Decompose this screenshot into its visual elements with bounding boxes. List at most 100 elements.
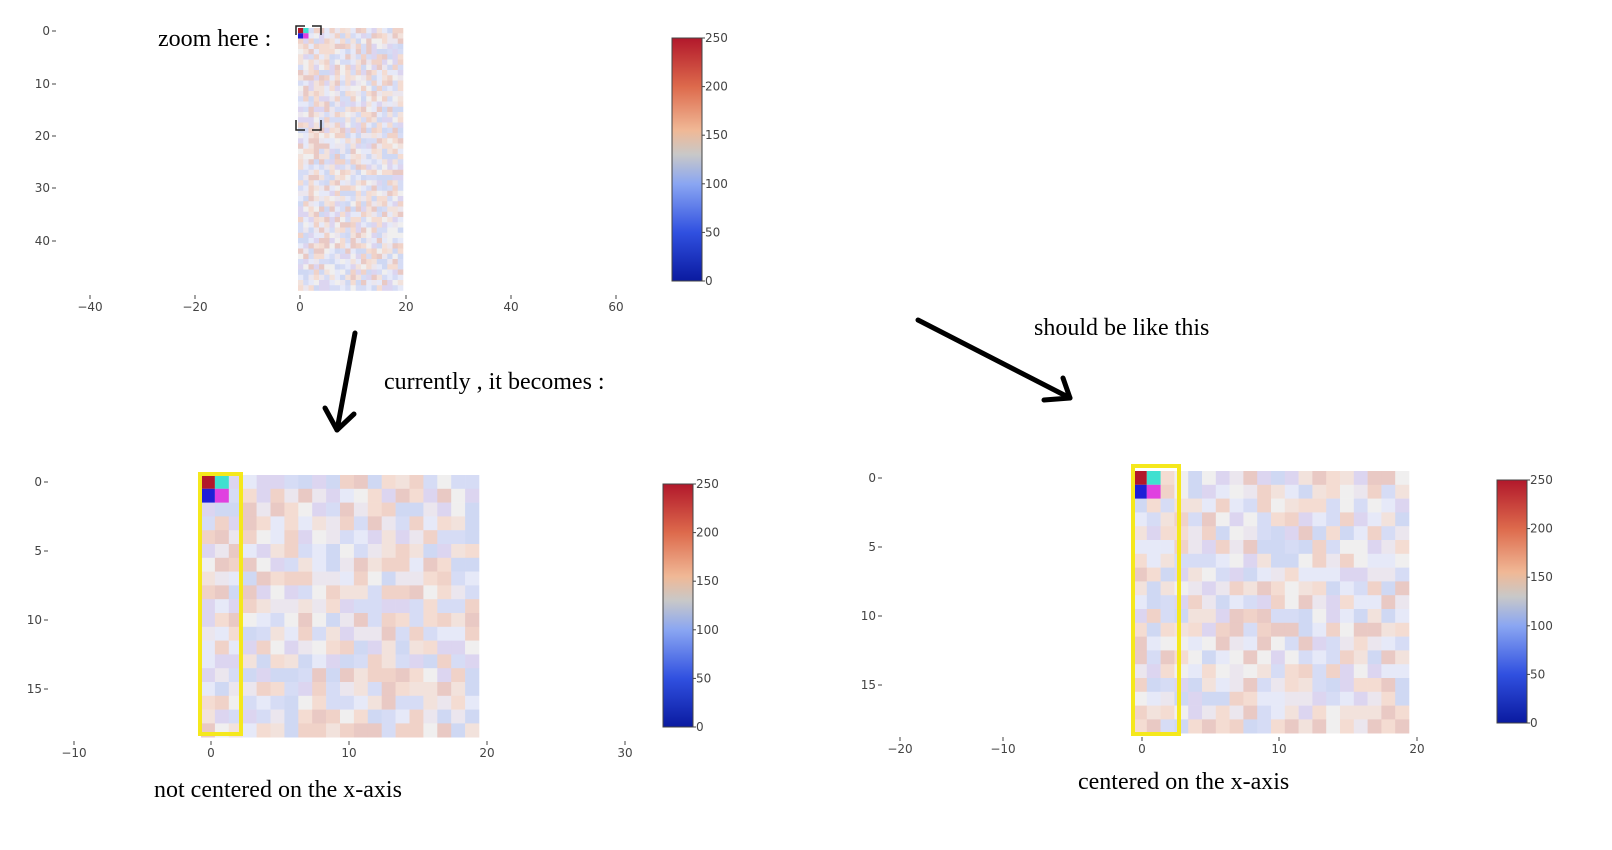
heatmap-cell	[387, 196, 393, 202]
heatmap-cell	[1160, 650, 1175, 665]
heatmap-cell	[1215, 650, 1230, 665]
heatmap-cell	[284, 682, 299, 697]
heatmap-cell	[1381, 526, 1396, 541]
heatmap-cell	[308, 190, 315, 197]
heatmap-cell	[1284, 719, 1299, 734]
heatmap-cell	[308, 269, 315, 276]
x-tick-label: 60	[608, 300, 623, 314]
heatmap-cell	[361, 112, 367, 118]
heatmap-cell	[382, 143, 388, 150]
heatmap-cell	[303, 190, 309, 197]
heatmap-cell	[1340, 581, 1355, 596]
heatmap-cell	[437, 599, 452, 614]
heatmap-cell	[1160, 484, 1175, 499]
heatmap-cell	[1395, 498, 1410, 513]
heatmap-cell	[367, 613, 382, 628]
heatmap-cell	[361, 227, 367, 234]
heatmap-cell	[397, 269, 404, 276]
heatmap-cell	[326, 530, 341, 545]
heatmap-cell	[1202, 540, 1217, 555]
heatmap-cell	[397, 101, 404, 108]
heatmap-cell	[313, 43, 320, 50]
heatmap-cell	[1326, 553, 1341, 568]
heatmap-cell	[1381, 664, 1396, 679]
heatmap-cell	[361, 243, 367, 249]
heatmap-cell	[382, 238, 388, 244]
heatmap-cell	[382, 259, 388, 265]
heatmap-cell	[376, 54, 383, 60]
heatmap-cell	[371, 122, 378, 129]
highlight-cell	[1133, 484, 1147, 499]
heatmap-cell	[256, 599, 271, 614]
heatmap-cell	[409, 626, 424, 641]
heatmap-cell	[1229, 705, 1244, 720]
heatmap-cell	[329, 206, 336, 213]
heatmap-cell	[376, 64, 383, 71]
heatmap-cell	[395, 654, 410, 669]
heatmap-cell	[329, 106, 336, 113]
heatmap-cell	[397, 85, 404, 92]
heatmap-cell	[366, 106, 372, 113]
heatmap-cell	[1243, 540, 1258, 555]
heatmap-cell	[371, 285, 378, 291]
heatmap-cell	[397, 138, 404, 144]
heatmap-cell	[387, 122, 393, 129]
heatmap-cell	[303, 148, 309, 155]
heatmap-cell	[214, 502, 230, 517]
heatmap-cell	[313, 222, 320, 228]
heatmap-cell	[1284, 540, 1299, 555]
heatmap-cell	[355, 274, 362, 281]
heatmap-cell	[270, 585, 285, 600]
heatmap-cell	[242, 502, 257, 517]
heatmap-cell	[371, 253, 378, 260]
heatmap-cell	[409, 516, 424, 531]
heatmap-cell	[382, 280, 388, 286]
heatmap-cell	[397, 211, 404, 218]
heatmap-cell	[397, 232, 404, 239]
heatmap-cell	[340, 28, 346, 34]
heatmap-cell	[298, 143, 304, 150]
heatmap-cell	[256, 544, 271, 559]
heatmap-cell	[366, 117, 372, 123]
heatmap-cell	[308, 238, 315, 244]
heatmap-cell	[366, 96, 372, 102]
heatmap-cell	[423, 613, 438, 628]
heatmap-cell	[409, 709, 424, 724]
heatmap-cell	[361, 91, 367, 97]
heatmap-cell	[382, 185, 388, 192]
heatmap-cell	[381, 475, 396, 490]
heatmap-cell	[1353, 691, 1368, 706]
heatmap-cell	[1215, 512, 1230, 527]
heatmap-cell	[340, 196, 346, 202]
heatmap-cell	[387, 243, 393, 249]
heatmap-cell	[1215, 540, 1230, 555]
heatmap-cell	[1202, 484, 1217, 499]
heatmap-cell	[350, 117, 357, 123]
heatmap-cell	[334, 91, 341, 97]
heatmap-cell	[409, 599, 424, 614]
heatmap-cell	[1146, 540, 1161, 555]
heatmap-cell	[366, 169, 372, 176]
heatmap-cell	[324, 138, 330, 144]
heatmap-cell	[423, 571, 438, 586]
heatmap-cell	[392, 96, 399, 102]
heatmap-cell	[313, 274, 320, 281]
heatmap-cell	[334, 180, 341, 186]
y-tick-label: 10	[35, 77, 50, 91]
heatmap-cell	[312, 557, 327, 572]
heatmap-cell	[340, 571, 355, 586]
x-tick-label: 0	[1138, 742, 1146, 756]
highlight-cell	[214, 475, 229, 489]
heatmap-cell	[395, 668, 410, 683]
heatmap-cell	[350, 59, 357, 66]
heatmap-cell	[1312, 678, 1327, 693]
heatmap-cell	[361, 201, 367, 207]
heatmap-cell	[1133, 636, 1148, 651]
heatmap-cell	[1243, 526, 1258, 541]
heatmap-cell	[392, 138, 399, 144]
heatmap-cell	[340, 70, 346, 76]
heatmap-cell	[409, 668, 424, 683]
